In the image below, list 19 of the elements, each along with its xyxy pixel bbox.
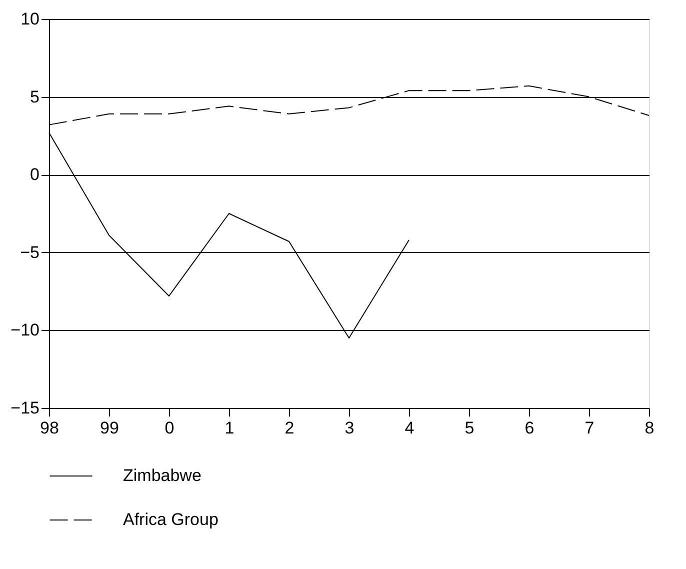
x-tick-label: 98 bbox=[40, 418, 59, 438]
x-tick-label: 3 bbox=[344, 418, 354, 438]
x-tick-label: 99 bbox=[100, 418, 119, 438]
x-tick-label: 5 bbox=[464, 418, 474, 438]
x-tick-label: 2 bbox=[284, 418, 294, 438]
y-tick-label: −10 bbox=[10, 320, 40, 340]
legend-label: Zimbabwe bbox=[123, 466, 202, 485]
x-tick-label: 6 bbox=[524, 418, 534, 438]
x-tick-label: 0 bbox=[164, 418, 174, 438]
y-tick-label: −15 bbox=[10, 398, 40, 418]
x-tick-label: 8 bbox=[644, 418, 654, 438]
y-tick-label: 5 bbox=[30, 87, 40, 106]
x-tick-label: 4 bbox=[404, 418, 414, 438]
legend-label: Africa Group bbox=[123, 510, 218, 529]
y-tick-label: 0 bbox=[30, 165, 40, 184]
y-tick-label: 10 bbox=[20, 10, 40, 28]
y-tick-label: −5 bbox=[20, 242, 40, 262]
x-tick-label: 1 bbox=[224, 418, 234, 438]
x-tick-label: 7 bbox=[584, 418, 594, 438]
